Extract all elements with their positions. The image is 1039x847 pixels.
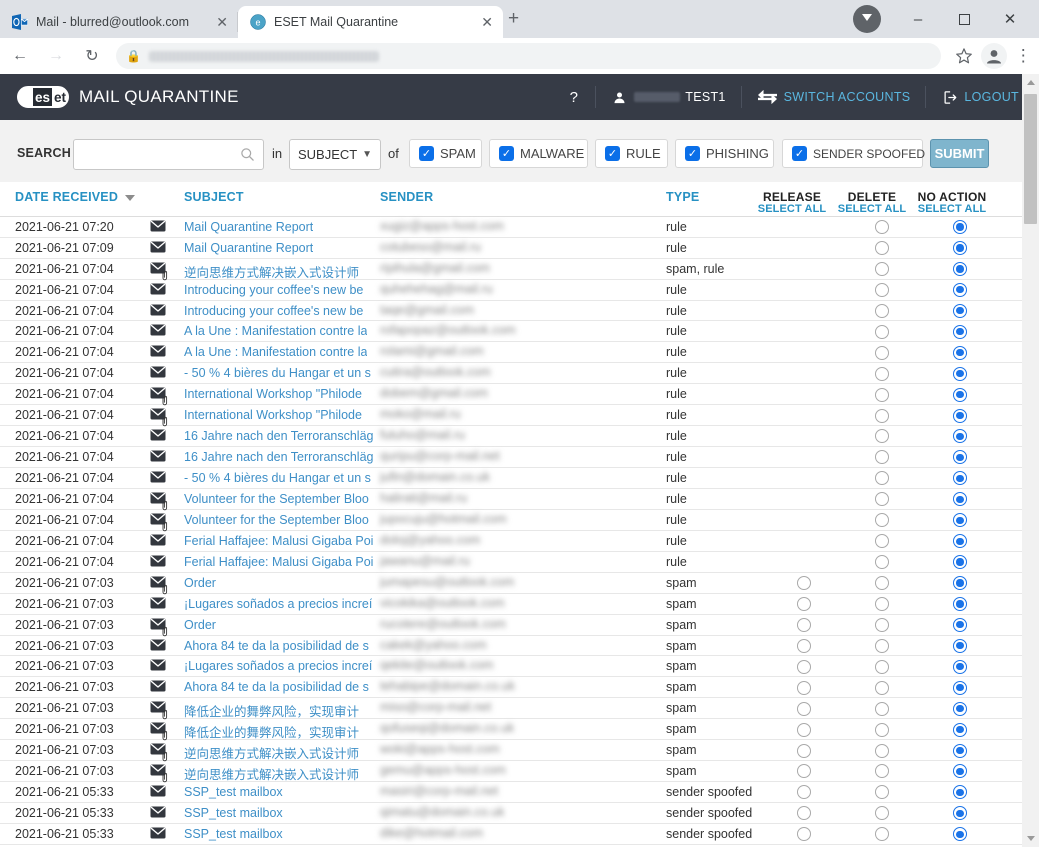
svg-text:e: e [255,18,260,28]
svg-text:es: es [35,90,50,105]
svg-text:et: et [54,90,67,105]
